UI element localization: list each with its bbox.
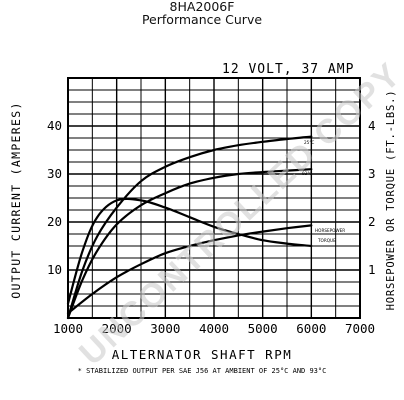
chart-model-title: 8HA2006F: [169, 0, 235, 14]
series-93c-line: [66, 168, 313, 320]
x-tick-label: 7000: [345, 321, 375, 336]
series-25c-line: [66, 135, 313, 320]
chart-subtitle: Performance Curve: [141, 12, 263, 27]
plot-frame: [67, 77, 361, 319]
series-label: 25°C: [304, 140, 314, 145]
y-right-tick-label: 4: [368, 118, 376, 133]
tick-labels: 1000 2000 3000 4000 5000 6000 7000 10 20 30 40 1 2 3 4: [47, 118, 376, 336]
x-tick-label: 2000: [102, 321, 132, 336]
series-horsepower-line: [66, 224, 313, 315]
rating-label: 12 VOLT, 37 AMP: [222, 62, 354, 77]
series-label: TORQUE: [317, 238, 336, 243]
y-right-tick-label: 3: [368, 166, 376, 181]
x-tick-label: 6000: [296, 321, 326, 336]
series-torque-line: [66, 197, 313, 305]
y-axis-right-label: HORSEPOWER OR TORQUE (FT.-LBS.): [385, 90, 397, 311]
grid: [68, 78, 360, 318]
y-left-tick-label: 10: [47, 262, 62, 277]
y-right-tick-label: 1: [368, 262, 376, 277]
y-left-tick-label: 40: [47, 118, 62, 133]
x-axis-label: ALTERNATOR SHAFT RPM: [112, 347, 293, 362]
x-tick-label: 5000: [248, 321, 278, 336]
x-tick-label: 3000: [150, 321, 180, 336]
y-left-tick-label: 30: [47, 166, 62, 181]
series-label: HORSEPOWER: [315, 228, 345, 233]
y-axis-left-label: OUTPUT CURRENT (AMPERES): [9, 101, 23, 298]
x-tick-label: 1000: [53, 321, 83, 336]
series-labels: 25°C 93°C HORSEPOWER TORQUE: [302, 140, 345, 243]
series-label: 93°C: [302, 171, 312, 176]
x-tick-label: 4000: [199, 321, 229, 336]
y-right-tick-label: 2: [368, 214, 376, 229]
y-left-tick-label: 20: [47, 214, 62, 229]
series-layer: [66, 135, 313, 320]
footnote: * STABILIZED OUTPUT PER SAE J56 AT AMBIE…: [78, 367, 327, 375]
